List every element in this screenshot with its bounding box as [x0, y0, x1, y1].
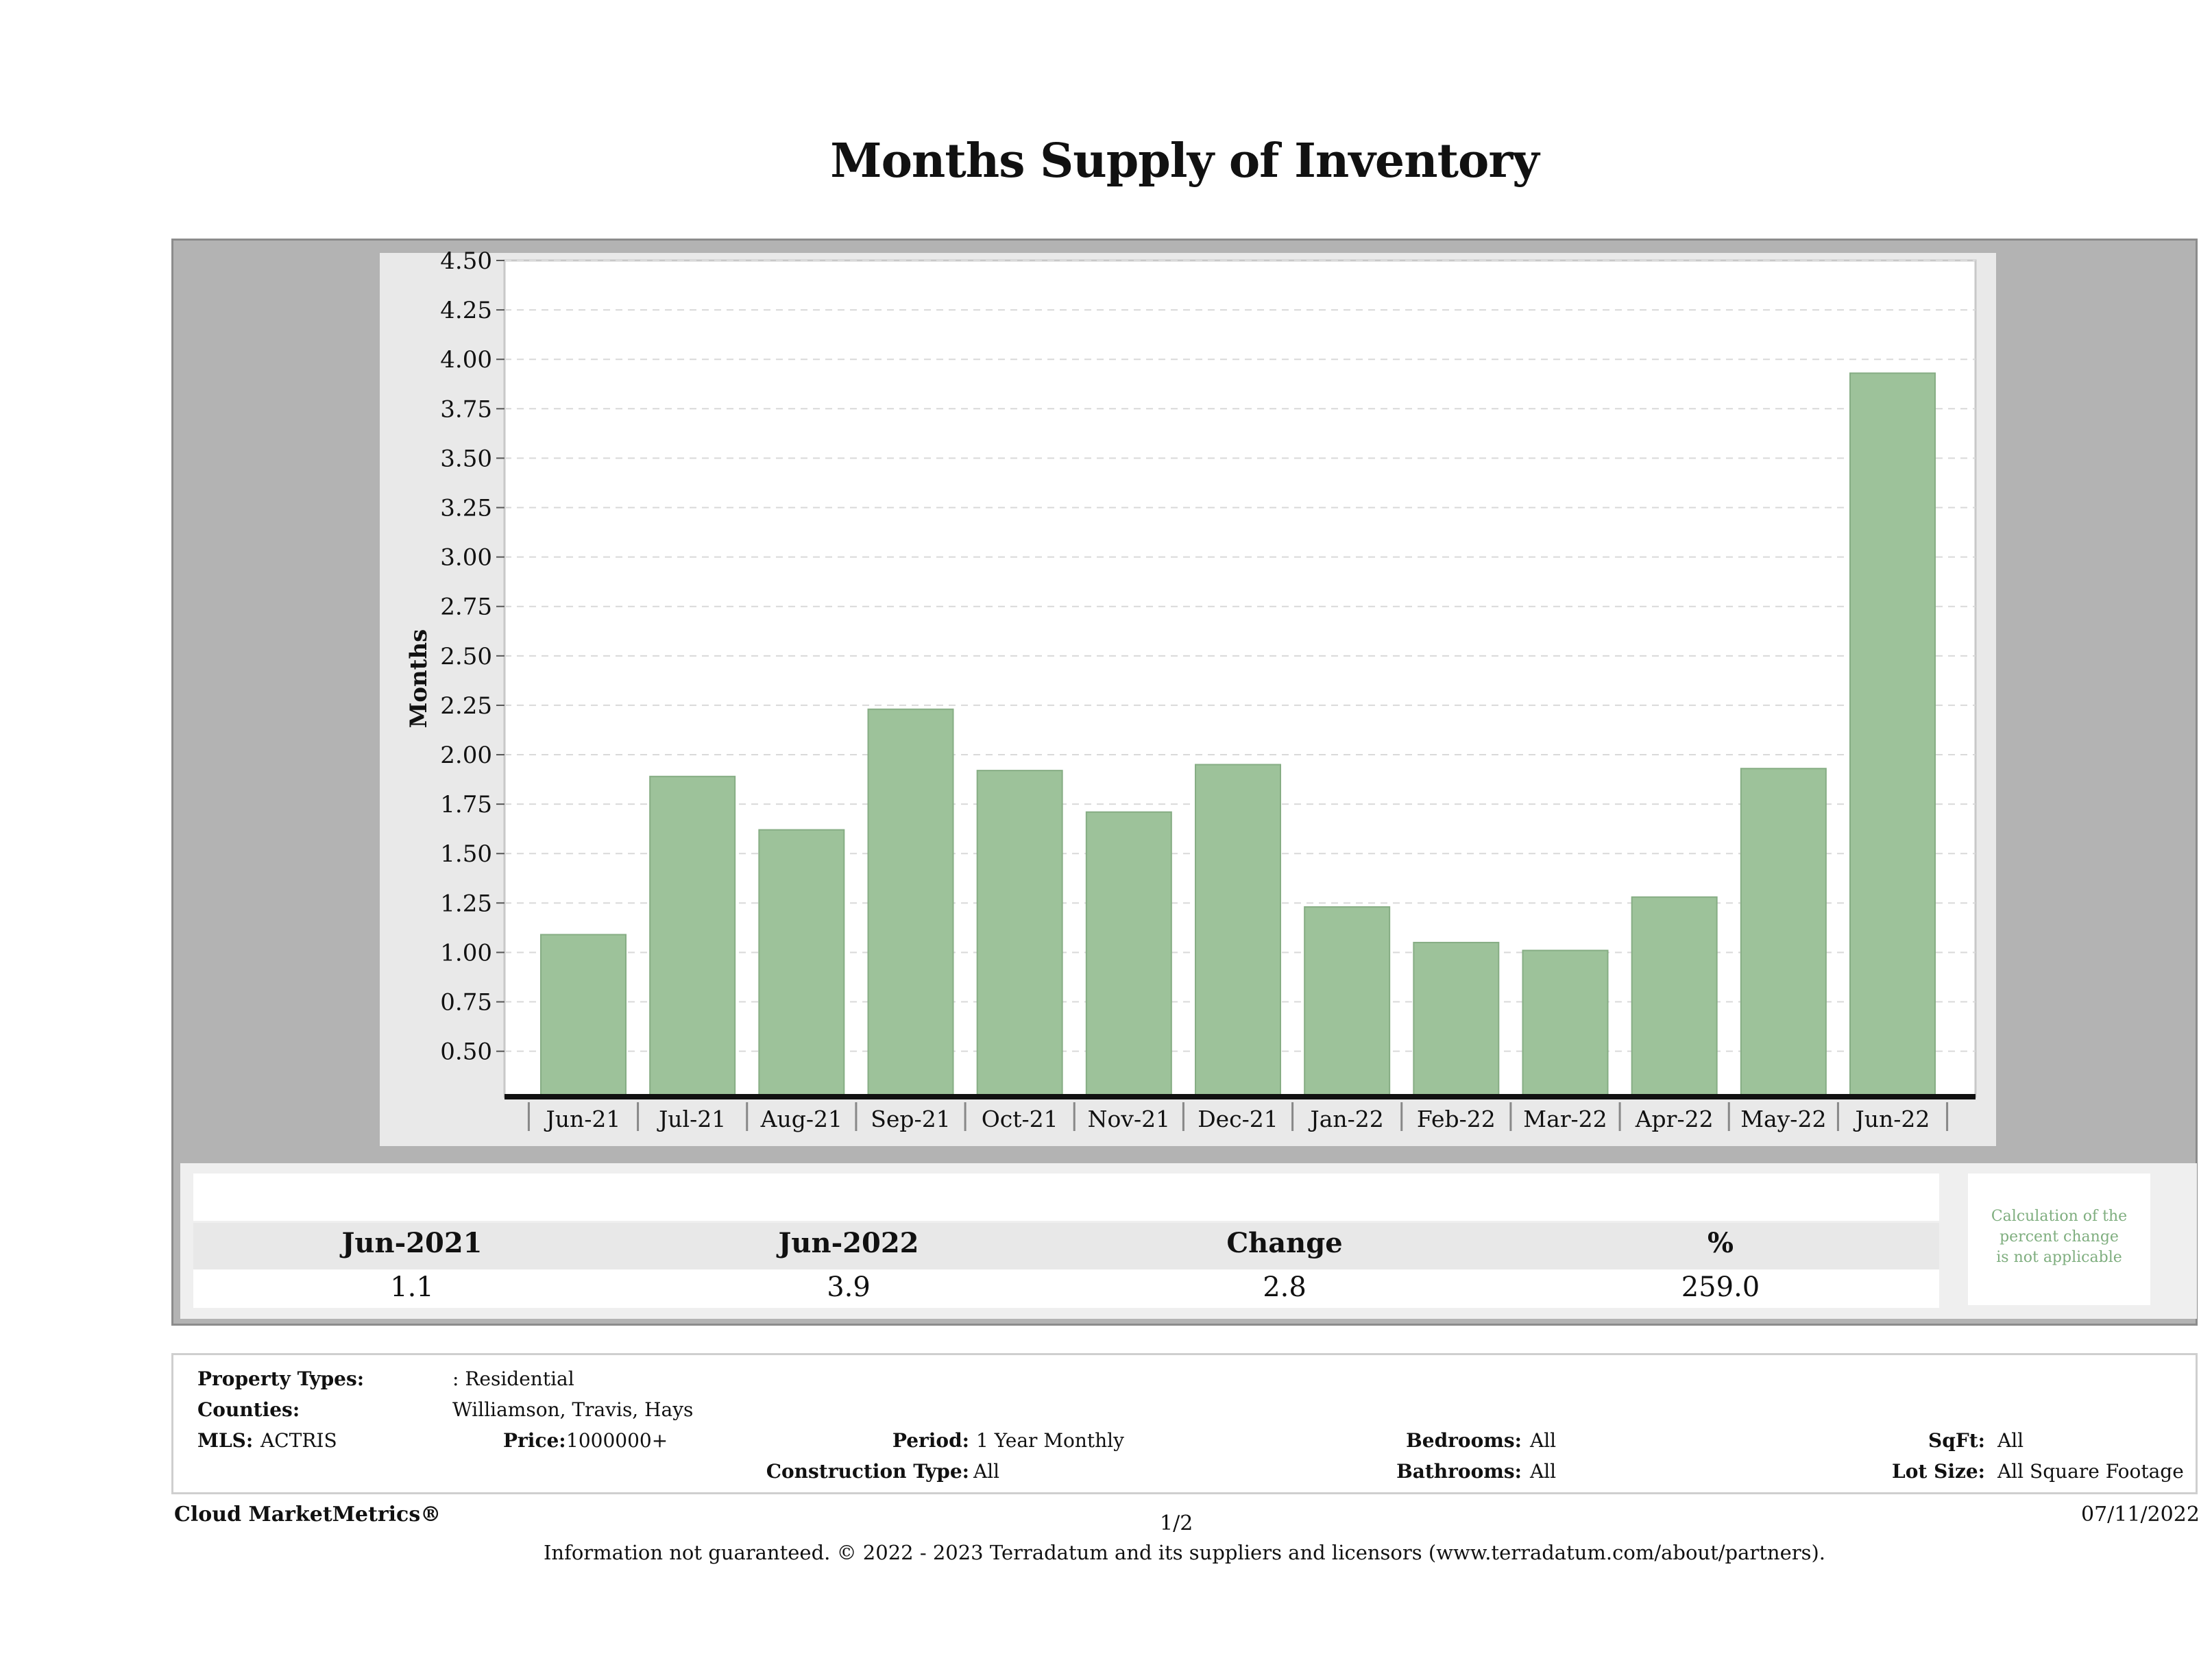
stat-label-percent: % [1707, 1227, 1734, 1259]
x-tick-label: Mar-22 [1523, 1106, 1607, 1132]
counties-label: Counties: [197, 1398, 300, 1421]
mls-value: ACTRIS [260, 1429, 337, 1452]
bar-jan-22 [1304, 906, 1391, 1098]
construction-type-label: Construction Type: [766, 1460, 969, 1483]
price-label: Price: [503, 1429, 566, 1452]
filter-info-panel [171, 1353, 2198, 1494]
x-tick-label: May-22 [1740, 1106, 1826, 1132]
bedrooms-value: All [1530, 1429, 1557, 1452]
price-value: 1000000+ [566, 1429, 668, 1452]
page-title: Months Supply of Inventory [830, 134, 1539, 189]
note-line: is not applicable [1996, 1249, 2122, 1266]
x-tick-label: Oct-21 [982, 1106, 1058, 1132]
note-line: Calculation of the [1991, 1208, 2128, 1225]
x-tick-label: Jan-22 [1309, 1106, 1384, 1132]
y-tick-label: 1.00 [440, 939, 492, 966]
mls-label: MLS: [197, 1429, 254, 1452]
bar-jun-22 [1849, 372, 1936, 1097]
sqft-value: All [1997, 1429, 2024, 1452]
y-tick-label: 4.00 [440, 346, 492, 374]
y-tick-label: 2.25 [440, 692, 492, 720]
lot-size-label: Lot Size: [1892, 1460, 1985, 1483]
bar-aug-21 [758, 829, 845, 1097]
y-tick-label: 3.75 [440, 396, 492, 423]
percent-change-note: Calculation of the percent change is not… [1968, 1174, 2150, 1305]
property-types-value: : Residential [452, 1367, 574, 1390]
brand-name: Cloud MarketMetrics® [174, 1503, 441, 1527]
bar-chart: 0.50 0.75 1.00 1.25 1.50 1.75 2.00 2.25 2.50 2.75… [405, 247, 1977, 1132]
stat-label-change: Change [1226, 1227, 1343, 1259]
x-tick-label: Aug-21 [760, 1106, 842, 1132]
period-label: Period: [892, 1429, 969, 1452]
stat-value-start: 1.1 [390, 1272, 434, 1303]
y-tick-label: 1.25 [440, 890, 492, 917]
bathrooms-label: Bathrooms: [1396, 1460, 1522, 1483]
report-date: 07/11/2022 [2081, 1503, 2200, 1527]
y-axis-label: Months [405, 629, 433, 729]
x-tick-label: Jul-21 [657, 1106, 726, 1132]
disclaimer: Information not guaranteed. © 2022 - 202… [543, 1541, 1826, 1564]
bar-feb-22 [1413, 942, 1500, 1097]
sqft-label: SqFt: [1928, 1429, 1985, 1452]
bedrooms-label: Bedrooms: [1406, 1429, 1522, 1452]
y-tick-label: 1.50 [440, 840, 492, 868]
period-value: 1 Year Monthly [976, 1429, 1124, 1452]
y-tick-label: 3.25 [440, 495, 492, 522]
note-line: percent change [2000, 1228, 2119, 1245]
bar-may-22 [1740, 768, 1827, 1098]
y-tick-label: 0.75 [440, 989, 492, 1017]
y-tick-label: 2.00 [440, 742, 492, 769]
y-tick-label: 0.50 [440, 1038, 492, 1066]
y-tick-label: 3.00 [440, 544, 492, 572]
page-number: 1/2 [1160, 1511, 1193, 1535]
stat-label-end: Jun-2022 [778, 1227, 919, 1259]
stats-label-band [193, 1223, 1939, 1269]
bar-oct-21 [976, 770, 1063, 1098]
bar-dec-21 [1195, 764, 1281, 1097]
y-tick-label: 4.25 [440, 297, 492, 324]
stats-value-band [193, 1269, 1939, 1308]
bar-sep-21 [867, 708, 954, 1097]
bathrooms-value: All [1530, 1460, 1557, 1483]
x-tick-label: Dec-21 [1198, 1106, 1278, 1132]
y-tick-label: 4.50 [440, 247, 492, 275]
x-tick-label: Feb-22 [1417, 1106, 1496, 1132]
x-tick-label: Sep-21 [871, 1106, 950, 1132]
y-tick-label: 1.75 [440, 791, 492, 818]
x-tick-label: Jun-21 [544, 1106, 621, 1132]
counties-value: Williamson, Travis, Hays [452, 1398, 694, 1421]
y-tick-label: 2.75 [440, 594, 492, 621]
stats-header-band [193, 1174, 1939, 1221]
lot-size-value: All Square Footage [1997, 1460, 2184, 1483]
y-tick-label: 3.50 [440, 445, 492, 472]
construction-type-value: All [973, 1460, 1000, 1483]
bar-apr-22 [1631, 896, 1718, 1097]
y-tick-label: 2.50 [440, 643, 492, 670]
stat-value-end: 3.9 [827, 1272, 871, 1303]
property-types-label: Property Types: [197, 1367, 365, 1390]
bar-nov-21 [1085, 811, 1172, 1098]
x-tick-label: Jun-22 [1854, 1106, 1930, 1132]
bar-jun-21 [540, 934, 627, 1097]
stat-label-start: Jun-2021 [341, 1227, 483, 1259]
bar-mar-22 [1522, 949, 1609, 1098]
stat-value-change: 2.8 [1263, 1272, 1306, 1303]
x-tick-label: Apr-22 [1635, 1106, 1714, 1132]
x-tick-label: Nov-21 [1088, 1106, 1171, 1132]
bar-jul-21 [649, 775, 736, 1098]
stat-value-percent: 259.0 [1681, 1272, 1760, 1303]
